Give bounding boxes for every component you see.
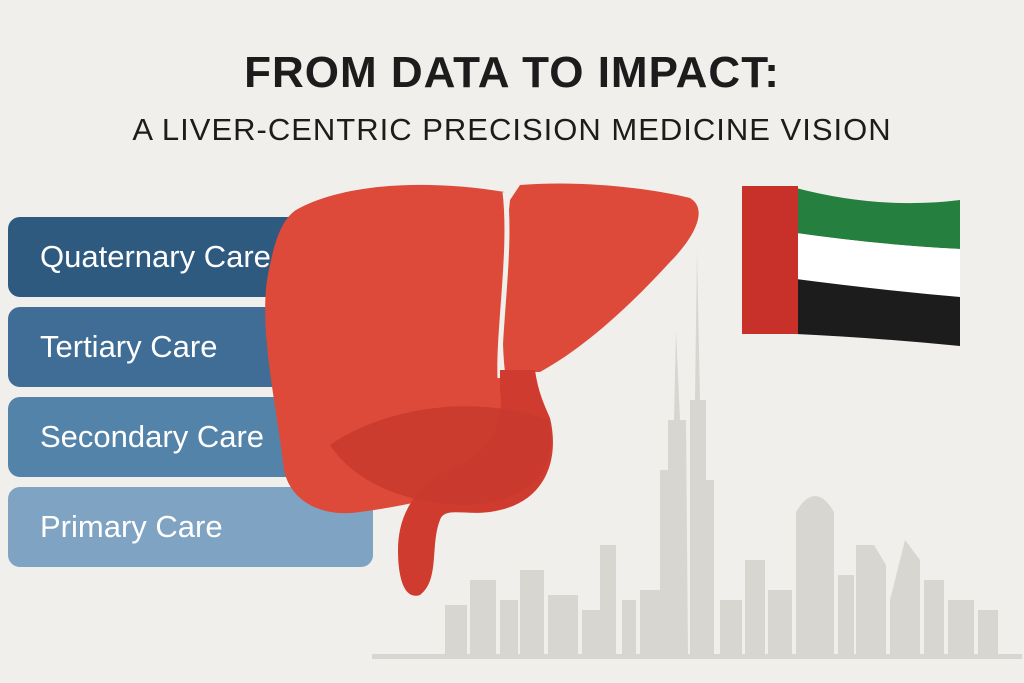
tier-label: Primary Care	[40, 509, 223, 544]
city-skyline-icon	[372, 250, 1022, 659]
tier-label: Tertiary Care	[40, 329, 218, 364]
page-title: FROM DATA TO IMPACT:	[244, 48, 780, 97]
liver-icon	[265, 183, 699, 596]
uae-flag-icon	[742, 186, 960, 346]
page-subtitle: A LIVER-CENTRIC PRECISION MEDICINE VISIO…	[132, 112, 892, 147]
tier-label: Quaternary Care	[40, 239, 271, 274]
tier-label: Secondary Care	[40, 419, 265, 454]
